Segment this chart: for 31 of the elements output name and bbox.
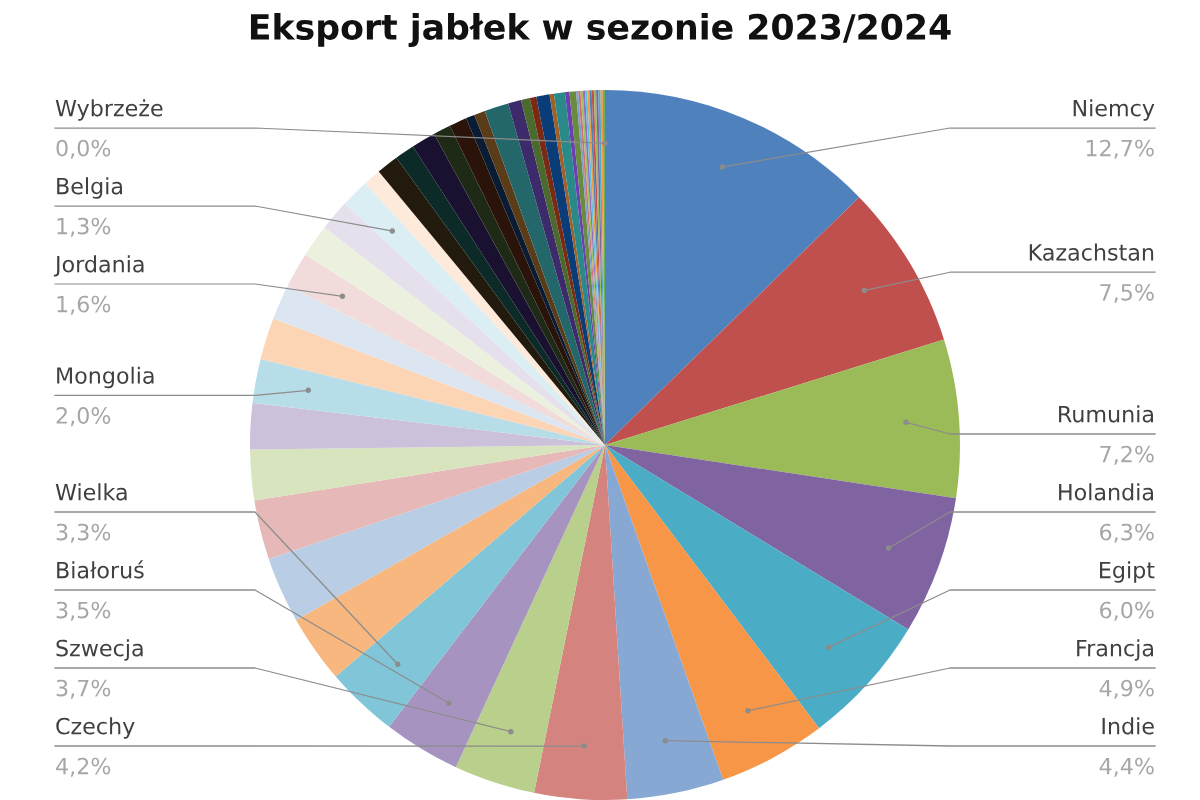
slice-label: Jordania (53, 255, 144, 277)
slice-label: Indie (1102, 717, 1154, 735)
data-label: 7,5% (1100, 283, 1154, 303)
slice-label: Kazachstan (1029, 243, 1154, 261)
text: 0,0% (56, 139, 111, 159)
data-label: 6,0% (1100, 601, 1154, 621)
data-label: 1,6% (57, 295, 111, 315)
data-label: 7,2% (1100, 445, 1154, 465)
slice-label: Wielka (55, 483, 127, 501)
category-label: Wybrzeże (55, 99, 163, 121)
data-label: 4,2% (56, 757, 111, 777)
data-label: 2,0% (56, 407, 111, 427)
slice-label: Białoruś (57, 560, 144, 579)
slice-label: Szwecja (56, 639, 143, 661)
data-label: 4,9% (1099, 679, 1154, 699)
data-label: 3,3% (56, 523, 111, 543)
slice-label: Holandia (1059, 483, 1153, 501)
slice-label: Mongolia (57, 366, 154, 389)
slice-label: Rumunia (1059, 405, 1153, 423)
data-label: 4,4% (1099, 757, 1154, 777)
slice-label: Francja (1077, 639, 1153, 661)
data-label: 1,3% (57, 217, 111, 237)
slice-label: Belgia (57, 177, 122, 199)
slice-label: Czechy (56, 717, 135, 739)
chart-title: Eksport jabłek w sezonie 2023/2024 (250, 13, 951, 47)
data-label: 6,3% (1100, 523, 1154, 543)
data-label: 3,7% (56, 679, 111, 699)
slice-label: Egipt (1100, 561, 1155, 583)
data-label: 3,5% (56, 601, 111, 621)
data-label: 12,7% (1086, 139, 1154, 159)
slice-label: Niemcy (1073, 99, 1155, 121)
